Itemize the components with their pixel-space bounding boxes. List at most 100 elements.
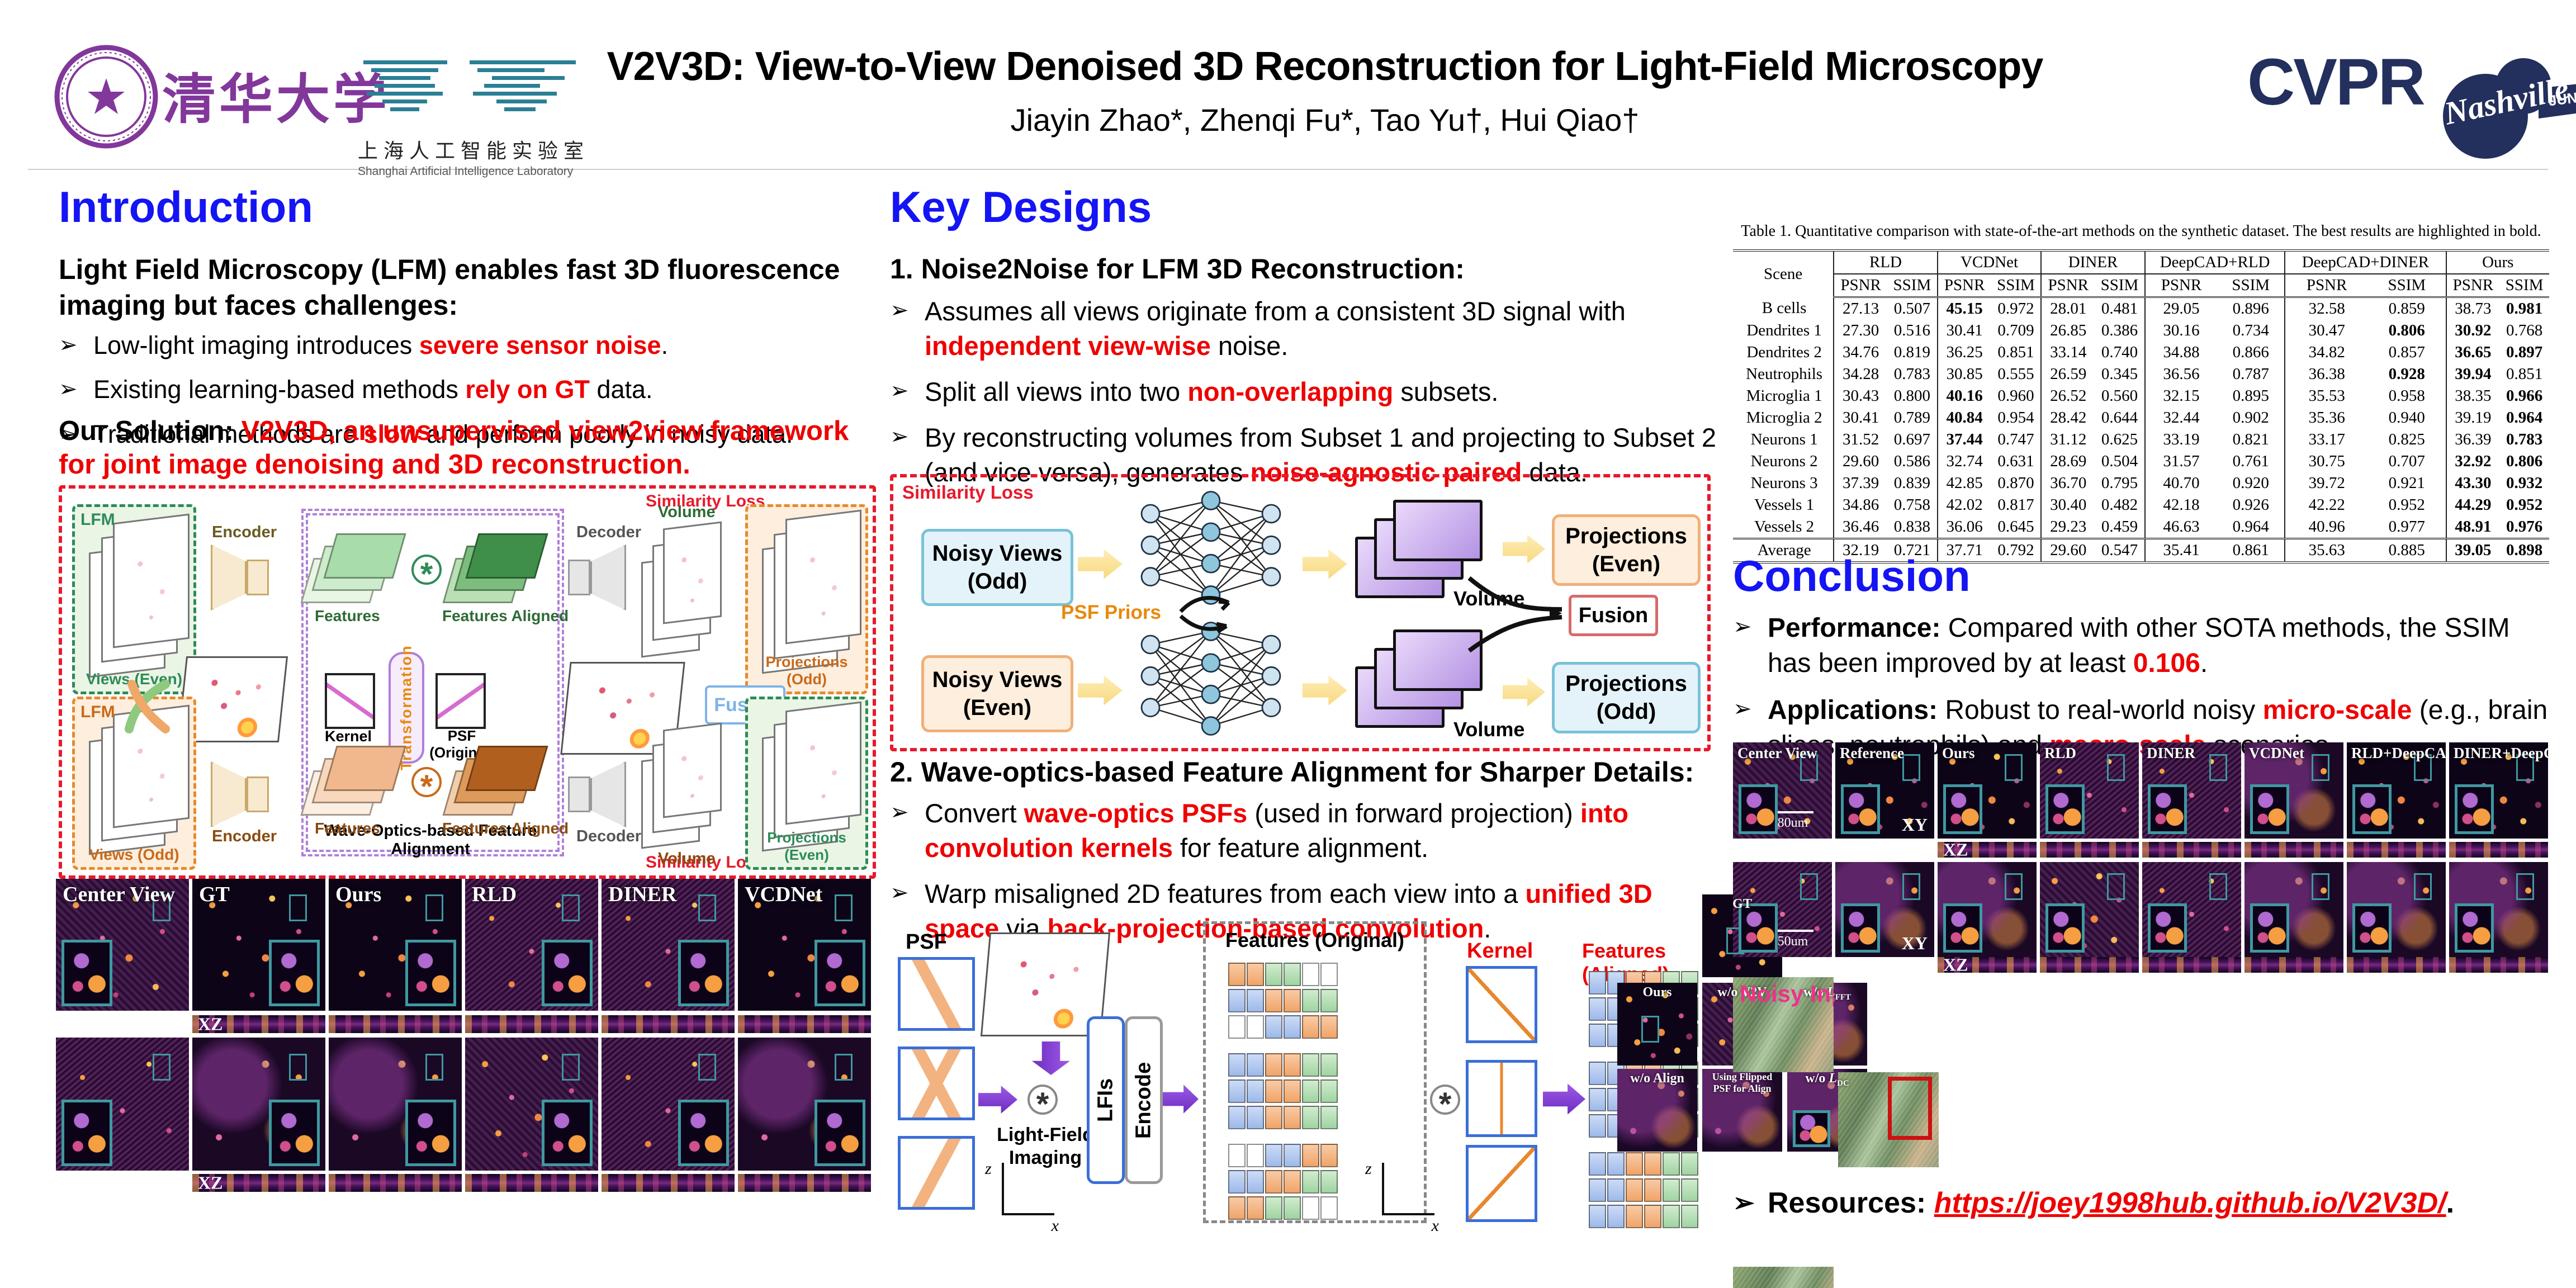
wofa-label: Wave-Optics-based Feature Alignment [324,822,537,858]
features-stack-top [300,533,406,606]
value-cell: 46.63 [2144,516,2218,539]
value-cell: 0.516 [1893,321,1931,339]
arrow-right [978,1086,1017,1114]
feature-cell [1589,997,1606,1021]
value-cell: 0.838 [1893,518,1931,536]
lfm-label: LFM [80,510,115,529]
value-cell: 36.38 [2284,363,2369,385]
text-segment: w/o [1803,985,1827,1000]
feature-cell [1228,1106,1246,1129]
text-segment: slow [363,419,420,448]
zoom-inset [2455,903,2494,953]
macro-scale-row: Noisy Inputs PSNR IBRNet 23.02 IBRNet-fi… [1733,977,2549,1288]
value-cell: 0.758 [1893,496,1931,514]
xz-slice-strip [2142,957,2241,973]
panel-label: RLD [2044,745,2077,761]
metric-header: SSIM [2095,274,2145,298]
value-cell: 45.15 [1936,297,1991,320]
value-cell: 0.851 [2506,365,2543,383]
text-segment: independent view-wise [925,331,1211,361]
arrow-right [1303,675,1347,705]
value-cell: 0.761 [2232,452,2269,470]
microscopy-panel: Ours [1938,742,2037,839]
roi-marker-icon [2107,754,2125,781]
value-cell: 27.13 [1833,297,1887,320]
feature-cell [1320,1196,1338,1220]
value-cell: 0.734 [2232,321,2269,339]
feature-cell [1589,1062,1606,1085]
volume-panel [662,521,722,624]
value-cell: 26.52 [2040,385,2095,407]
value-cell: 35.53 [2284,385,2369,407]
text-segment: https://joey1998hub.github.io/V2V3D/ [1934,1187,2446,1219]
panel-label: Center View [1737,745,1817,761]
value-cell: 0.386 [2101,321,2138,339]
xz-slice-strip [2347,957,2446,973]
zoom-inset [2250,784,2290,834]
volume-label-top: Volume [658,503,716,521]
panel-label: RLD [472,883,517,906]
feature-strip [1228,1144,1338,1167]
value-cell: 37.71 [1936,538,1991,562]
roi-marker-icon [152,894,171,922]
feature-cell [1228,1079,1246,1103]
value-cell: 32.74 [1936,451,1991,472]
feature-cell [1302,1053,1319,1077]
value-cell: 0.851 [1997,343,2034,361]
value-cell: 28.69 [2040,451,2095,472]
value-cell: 31.57 [2144,451,2218,472]
header-divider [28,169,2548,170]
feature-cell [1681,1178,1698,1202]
xz-slice-strip: XZ [192,1172,325,1193]
metric-header: SSIM [1887,274,1938,298]
feature-cell [1265,1015,1282,1039]
resources-text[interactable]: Resources: https://joey1998hub.github.io… [1768,1184,2454,1223]
value-cell: 30.41 [1833,407,1887,429]
bullet-text: Traditional methods are slow and perform… [93,418,793,451]
microscopy-panel: DINER [2142,742,2241,839]
metric-header: SSIM [1991,274,2042,298]
feature-cell [1663,1152,1680,1176]
value-cell: 0.547 [2095,538,2145,562]
value-cell: 0.768 [2506,321,2543,339]
feature-strip [1228,1053,1338,1077]
bullet-text: Split all views into two non-overlapping… [925,375,1498,409]
value-cell: 0.859 [2388,300,2425,318]
microscopy-panel: Center View [56,879,189,1011]
value-cell: 28.42 [2040,407,2095,429]
panel-label: GT [1732,897,1752,911]
microscopy-panel [56,1038,189,1171]
value-cell: 0.921 [2388,474,2425,492]
feature-cell [1247,1106,1264,1129]
zoom-inset [678,1099,729,1166]
text-segment: wave-optics PSFs [1024,798,1248,828]
feature-cell [1228,1170,1246,1194]
table-row: Dendrites 2 34.76 0.819 36.25 0.851 33.14 0.74… [1733,342,2549,363]
feature-cell [1228,1196,1246,1220]
encoder-label-top: Encoder [212,523,277,541]
value-cell: 36.56 [2144,363,2218,385]
page-title: V2V3D: View-to-View Denoised 3D Reconstr… [607,44,2044,89]
value-cell: 26.85 [2040,320,2095,342]
value-cell: 40.70 [2144,472,2218,494]
value-cell: 35.41 [2144,538,2218,562]
xz-label: XZ [198,1172,223,1193]
value-cell: 37.44 [1936,429,1991,451]
value-cell: 34.76 [1833,342,1887,363]
intro-solution: Our Solution: V2V3D, an unsupervised vie… [59,415,880,482]
value-cell: 0.560 [2101,387,2138,405]
text-segment: Robust to real-world noisy [1945,695,2263,725]
value-cell: 43.30 [2445,472,2500,494]
bullet-text: Assumes all views originate from a consi… [925,294,1717,363]
metric-header: PSNR [1936,274,1991,298]
volume-label-bottom: Volume [658,850,716,868]
features-aligned-label-top: Features Aligned [442,607,569,624]
arrow-bullet-icon: ➢ [890,800,909,825]
value-cell: 0.789 [1893,409,1931,427]
value-cell: 0.792 [1991,538,2042,562]
xy-label: XY [1901,815,1928,835]
arrow-bullet-icon: ➢ [1733,614,1752,639]
roi-marker-icon [2209,754,2228,781]
scene-cell: Neurons 2 [1750,452,1818,470]
decoder-label-top: Decoder [576,523,642,541]
